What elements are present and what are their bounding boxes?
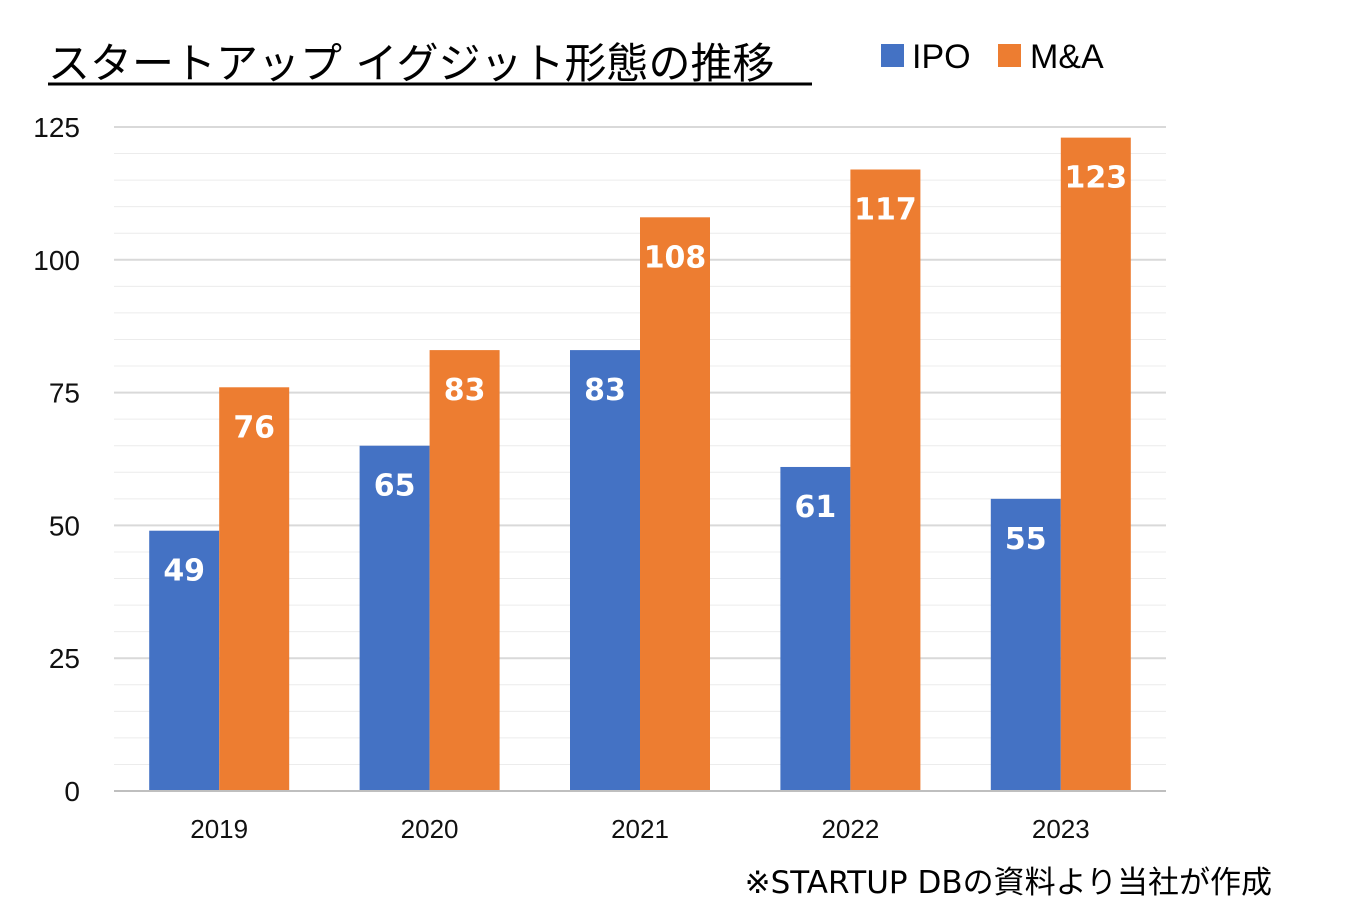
legend-label-ma: M&A [1030, 38, 1104, 76]
y-tick-label: 100 [33, 245, 80, 276]
data-label: 83 [444, 373, 486, 408]
x-tick-label: 2021 [611, 814, 669, 844]
source-note: ※STARTUP DBの資料より当社が作成 [745, 865, 1272, 901]
x-tick-label: 2023 [1032, 814, 1090, 844]
y-tick-label: 25 [49, 643, 80, 674]
legend-swatch-ipo [881, 44, 904, 67]
data-label: 76 [233, 410, 275, 445]
bar-ipo-2019 [149, 530, 220, 791]
bars: 49 76 65 83 83 108 61 117 55 123 [149, 137, 1131, 792]
bar-ipo-2023 [990, 498, 1061, 791]
data-label: 123 [1064, 161, 1127, 196]
bar-ma-2022 [850, 169, 921, 792]
bar-ipo-2022 [780, 466, 851, 791]
legend: IPO M&A [881, 38, 1104, 76]
y-tick-label: 75 [49, 378, 80, 409]
data-label: 61 [795, 490, 837, 525]
y-tick-label: 50 [49, 510, 80, 541]
data-label: 108 [644, 240, 707, 275]
y-tick-label: 0 [64, 776, 80, 807]
data-label: 49 [163, 554, 205, 589]
data-label: 117 [854, 192, 917, 227]
bar-ma-2020 [429, 350, 500, 791]
data-label: 55 [1005, 522, 1047, 557]
bar-ipo-2021 [570, 350, 640, 791]
y-tick-label: 125 [33, 112, 80, 143]
bar-ipo-2020 [359, 445, 430, 791]
bar-ma-2019 [219, 387, 290, 791]
data-label: 83 [584, 373, 626, 408]
data-label: 65 [374, 469, 416, 504]
x-tick-label: 2022 [821, 814, 879, 844]
x-tick-label: 2019 [190, 814, 248, 844]
bar-ma-2021 [640, 217, 710, 791]
x-tick-label: 2020 [401, 814, 459, 844]
legend-label-ipo: IPO [912, 38, 971, 76]
chart-title: スタートアップ イグジット形態の推移 [48, 39, 775, 88]
y-axis: 0 25 50 75 100 125 [33, 112, 80, 807]
legend-swatch-ma [998, 44, 1021, 67]
x-axis: 2019 2020 2021 2022 2023 [190, 814, 1089, 844]
bar-ma-2023 [1060, 137, 1131, 791]
